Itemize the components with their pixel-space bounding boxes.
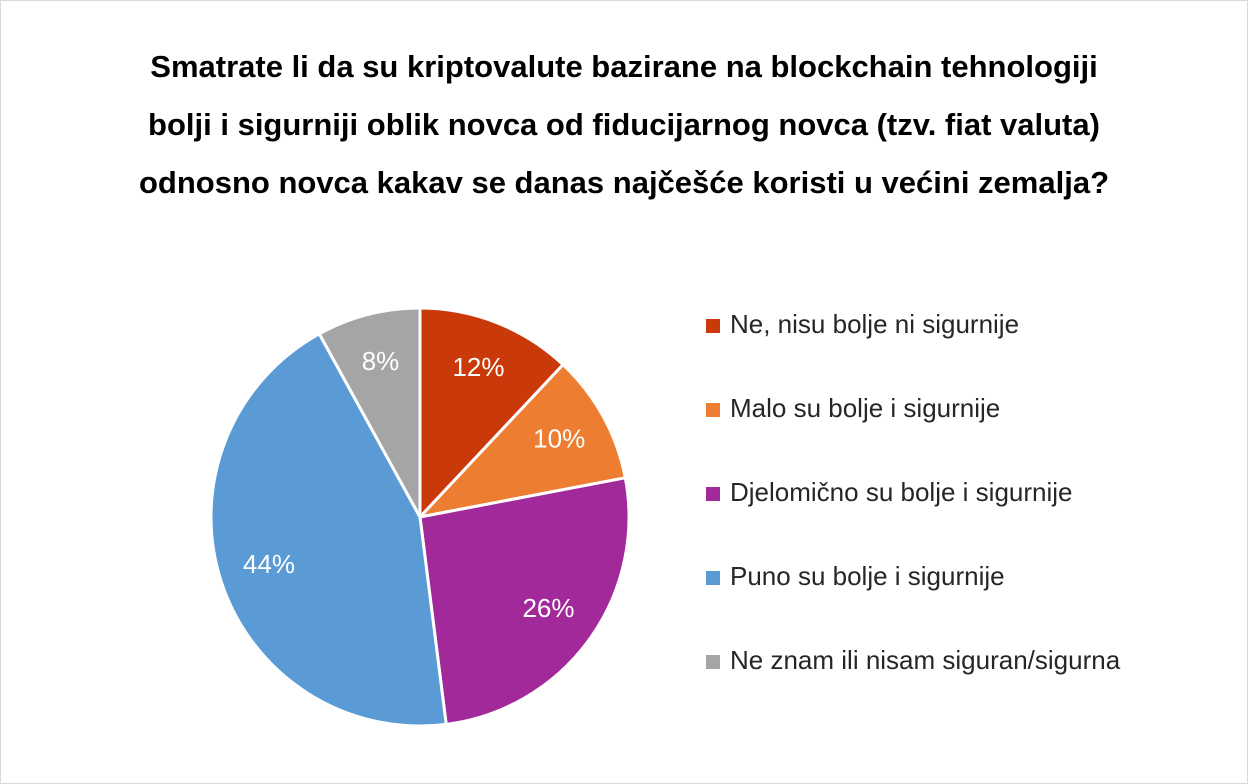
data-label: 26% [522, 593, 574, 623]
legend-label: Ne, nisu bolje ni sigurnije [730, 309, 1019, 339]
legend-swatch [706, 319, 720, 333]
legend-label: Ne znam ili nisam siguran/sigurna [730, 645, 1121, 675]
legend-swatch [706, 571, 720, 585]
pie-slice [317, 306, 422, 518]
chart-title: Smatrate li da su kriptovalute bazirane … [138, 49, 1110, 200]
legend-label: Djelomično su bolje i sigurnije [730, 477, 1073, 507]
data-label: 44% [243, 549, 295, 579]
pie-slice [209, 331, 448, 728]
data-label: 12% [452, 352, 504, 382]
legend-swatch [706, 403, 720, 417]
data-label: 10% [533, 423, 585, 453]
pie-slice [415, 362, 628, 520]
legend-label: Malo su bolje i sigurnije [730, 393, 1000, 423]
data-label: 8% [362, 346, 400, 376]
legend-swatch [706, 655, 720, 669]
pie-slice [418, 476, 631, 727]
legend-label: Puno su bolje i sigurnije [730, 561, 1005, 591]
legend-swatch [706, 487, 720, 501]
pie-slice [418, 306, 566, 521]
